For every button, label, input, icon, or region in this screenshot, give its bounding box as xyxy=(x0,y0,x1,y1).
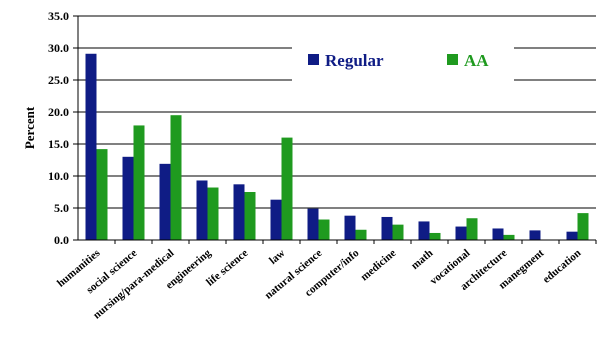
x-category-label: medicine xyxy=(358,247,398,283)
bar-aa-education xyxy=(577,213,589,240)
bar-regular-education xyxy=(566,231,578,240)
bar-aa-medicine xyxy=(392,224,404,240)
bar-regular-law xyxy=(270,199,282,240)
y-tick-labels: 0.0 5.0 10.0 15.0 20.0 25.0 30.0 35.0 xyxy=(48,9,78,247)
y-tick-label: 10.0 xyxy=(48,169,69,183)
bar-regular-computer-info xyxy=(344,215,356,240)
y-tick-label: 15.0 xyxy=(48,137,69,151)
x-category-label: life science xyxy=(204,247,250,289)
bar-regular-vocational xyxy=(455,226,467,240)
y-tick-label: 35.0 xyxy=(48,9,69,23)
bar-aa-math xyxy=(429,232,441,240)
bar-aa-computer-info xyxy=(355,229,367,240)
y-tick-label: 0.0 xyxy=(54,233,69,247)
bar-aa-law xyxy=(281,137,293,240)
bar-aa-engineering xyxy=(207,187,219,240)
legend-swatch-aa xyxy=(447,54,458,65)
y-tick-label: 5.0 xyxy=(54,201,69,215)
bar-regular-nursing-para-medical xyxy=(159,163,171,240)
x-category-label: math xyxy=(409,247,435,272)
bar-regular-social-science xyxy=(122,156,134,240)
bar-aa-vocational xyxy=(466,218,478,240)
gridlines xyxy=(78,15,596,209)
bar-aa-social-science xyxy=(133,125,145,240)
bar-regular-engineering xyxy=(196,180,208,240)
bar-aa-natural-science xyxy=(318,219,330,240)
bar-aa-architecture xyxy=(503,234,515,240)
y-tick-label: 20.0 xyxy=(48,105,69,119)
y-tick-label: 30.0 xyxy=(48,41,69,55)
y-axis-title: Percent xyxy=(22,106,37,149)
bar-regular-humanities xyxy=(85,53,97,241)
bar-aa-humanities xyxy=(96,149,108,240)
bars xyxy=(85,53,589,241)
bar-regular-manegment xyxy=(529,230,541,240)
bar-regular-life-science xyxy=(233,184,245,240)
bar-aa-nursing-para-medical xyxy=(170,115,182,240)
bar-regular-architecture xyxy=(492,228,504,240)
x-category-label: law xyxy=(267,247,287,267)
legend-swatch-regular xyxy=(308,54,319,65)
legend-label-regular: Regular xyxy=(325,51,384,70)
bar-regular-natural-science xyxy=(307,208,319,240)
bar-regular-medicine xyxy=(381,216,393,240)
legend: Regular AA xyxy=(308,51,489,70)
legend-label-aa: AA xyxy=(464,51,489,70)
bar-aa-life-science xyxy=(244,192,256,240)
x-category-label: education xyxy=(541,247,584,286)
bar-regular-math xyxy=(418,221,430,240)
y-tick-label: 25.0 xyxy=(48,73,69,87)
